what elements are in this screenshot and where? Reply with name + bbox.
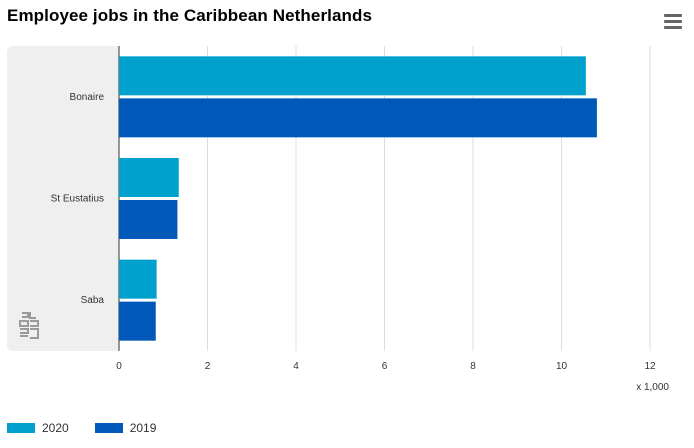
hamburger-menu-icon[interactable] bbox=[664, 14, 682, 29]
bar-saba-2019[interactable] bbox=[119, 301, 156, 341]
category-label: Saba bbox=[81, 295, 105, 306]
legend-item-2019[interactable]: 2019 bbox=[94, 421, 157, 435]
x-tick-label: 10 bbox=[556, 361, 568, 372]
x-tick-label: 6 bbox=[382, 361, 388, 372]
x-tick-label: 0 bbox=[116, 361, 122, 372]
x-tick-label: 12 bbox=[644, 361, 656, 372]
bars bbox=[119, 56, 597, 341]
legend: 2020 2019 bbox=[7, 421, 156, 435]
category-axis-background bbox=[7, 46, 119, 351]
menu-line bbox=[664, 14, 682, 17]
labels: 0 2 4 6 8 10 12 x 1,000 Bonaire St Eustatius Saba bbox=[51, 92, 670, 393]
x-tick-label: 8 bbox=[470, 361, 476, 372]
cbs-logo-icon bbox=[19, 312, 39, 339]
menu-line bbox=[664, 20, 682, 23]
legend-label-2020: 2020 bbox=[42, 421, 69, 435]
bar-saba-2020[interactable] bbox=[119, 259, 157, 299]
menu-line bbox=[664, 26, 682, 29]
chart-title: Employee jobs in the Caribbean Netherlan… bbox=[7, 6, 373, 25]
gridlines bbox=[118, 46, 651, 351]
bar-bonaire-2020[interactable] bbox=[119, 56, 586, 96]
x-tick-label: 4 bbox=[293, 361, 299, 372]
category-label: St Eustatius bbox=[51, 194, 104, 205]
legend-swatch-2019 bbox=[94, 423, 123, 433]
x-tick-label: 2 bbox=[205, 361, 211, 372]
category-label: Bonaire bbox=[70, 92, 105, 103]
legend-swatch-2020 bbox=[7, 423, 35, 433]
x-unit-label: x 1,000 bbox=[636, 382, 669, 393]
legend-label-2019: 2019 bbox=[129, 421, 157, 435]
bar-st-eustatius-2020[interactable] bbox=[119, 158, 179, 197]
bar-st-eustatius-2019[interactable] bbox=[119, 200, 178, 239]
bar-bonaire-2019[interactable] bbox=[119, 98, 597, 138]
legend-item-2020[interactable]: 2020 bbox=[7, 421, 69, 435]
